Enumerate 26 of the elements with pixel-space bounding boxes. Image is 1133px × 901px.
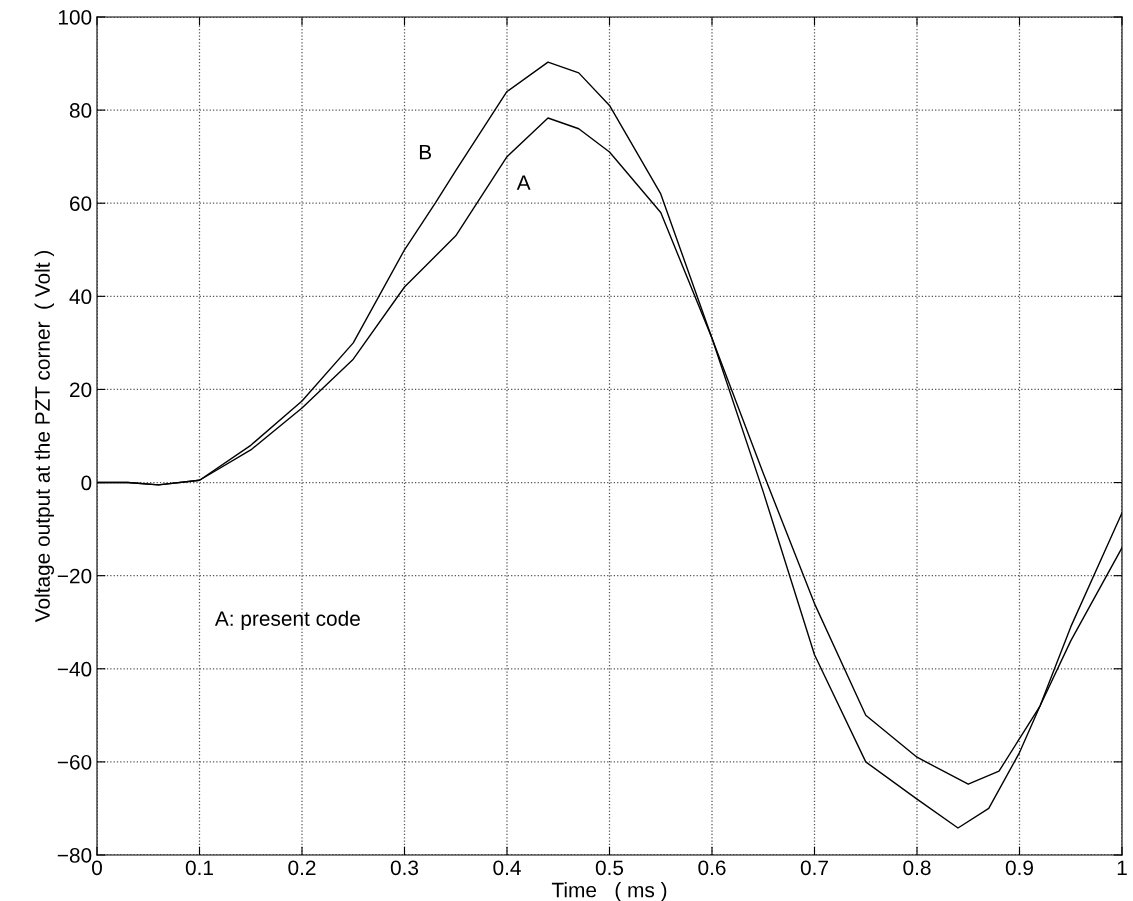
y-axis-title: Voltage output at the PZT corner ( Volt ) [34, 251, 55, 623]
y-tick-label: 80 [69, 103, 92, 118]
x-tick-label: 0.9 [1005, 860, 1033, 876]
x-tick-label: 0.4 [493, 860, 521, 876]
x-tick-label: 0.2 [288, 860, 316, 876]
y-tick-label: 60 [70, 196, 92, 211]
x-tick-label: 0.8 [903, 860, 931, 876]
y-tick-label: −80 [57, 848, 92, 863]
x-tick-label: 0.7 [800, 860, 828, 876]
y-tick-label: −60 [57, 754, 92, 770]
y-tick-label: 0 [81, 475, 92, 491]
series-label: A [516, 175, 531, 190]
series-label: B [419, 145, 432, 160]
y-tick-label: 100 [58, 10, 92, 25]
y-tick-label: −40 [57, 661, 92, 677]
x-axis-title: Time ( ms ) [551, 882, 667, 901]
x-tick-label: 0.6 [698, 860, 726, 876]
x-tick-label: 0.5 [595, 860, 624, 876]
x-tick-label: 0 [92, 860, 102, 876]
x-tick-label: 1 [1117, 860, 1127, 875]
y-tick-label: 20 [70, 382, 92, 398]
y-tick-label: 40 [69, 289, 92, 305]
x-tick-label: 0.3 [390, 860, 419, 876]
annotation: A: present code [214, 610, 360, 631]
x-tick-label: 0.1 [185, 860, 213, 876]
y-tick-label: −20 [57, 568, 92, 584]
